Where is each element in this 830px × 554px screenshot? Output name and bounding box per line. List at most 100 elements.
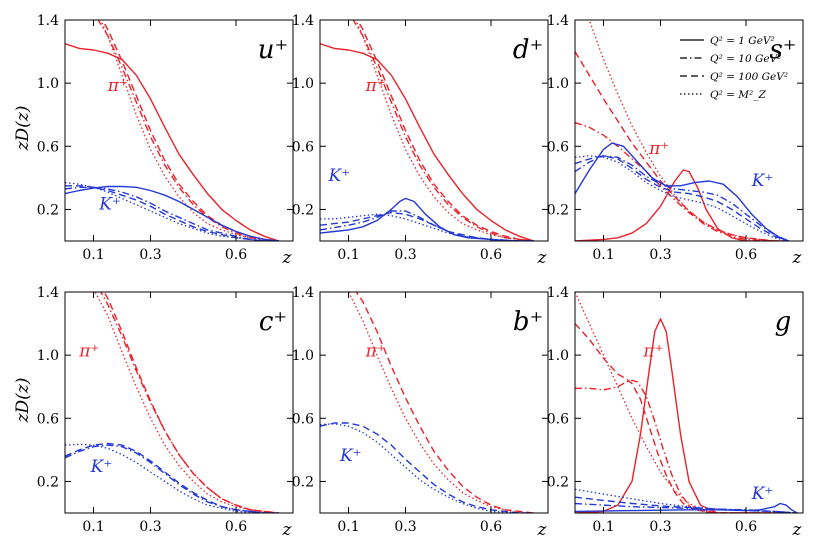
series-line-K-dashed: [575, 496, 798, 513]
x-tick-label: 0.6: [480, 247, 502, 263]
series-line-K-dashdot: [575, 155, 790, 241]
x-axis-title: z: [537, 520, 548, 540]
x-tick-label: 0.3: [139, 519, 161, 535]
y-tick-label: 0.2: [37, 202, 59, 218]
y-tick-label: 1.0: [547, 348, 569, 364]
x-tick-label: 0.1: [82, 247, 104, 263]
x-axis-title: z: [282, 520, 293, 540]
y-tick-label: 1.0: [292, 76, 314, 92]
panel-g: 0.1 0.3 0.6 z 0.2 0.6 1.0 1.4 g π⁺ K⁺: [547, 285, 804, 540]
series-line-K-solid: [65, 185, 279, 241]
legend-label: Q² = 100 GeV²: [710, 71, 788, 83]
plot-frame: [319, 291, 549, 514]
series-group: [320, 20, 535, 241]
plot-frame: [574, 291, 804, 514]
x-axis-title: z: [282, 248, 293, 268]
x-tick-label: 0.3: [649, 247, 671, 263]
x-axis-title: z: [792, 248, 803, 268]
plot-frame: [574, 19, 804, 242]
series-line-K-dashed: [575, 155, 790, 241]
plot-frame: [64, 291, 294, 514]
panel-title: d⁺: [513, 35, 543, 65]
panel-title: c⁺: [259, 307, 287, 337]
x-tick-label: 0.6: [735, 519, 757, 535]
y-tick-label: 1.4: [547, 13, 569, 29]
panel-title: b⁺: [513, 307, 543, 337]
x-axis-title: z: [537, 248, 548, 268]
series-line-pi-dotted: [99, 20, 279, 241]
series-line-K-dotted: [320, 213, 534, 241]
series-line-pi-dashdot: [575, 121, 789, 241]
series-line-K-dotted: [65, 443, 279, 513]
ylabel-row2: zD(z): [13, 378, 33, 424]
series-line-K-dashdot: [65, 186, 279, 241]
series-line-K-dotted: [65, 181, 279, 241]
series-line-pi-dashed: [101, 20, 279, 241]
y-tick-label: 0.6: [37, 411, 59, 427]
panel-title: s⁺: [769, 35, 796, 65]
y-tick-label: 0.6: [292, 411, 314, 427]
panel-b: 0.1 0.3 0.6 z 0.2 0.6 1.0 1.4 b⁺ π⁺ K⁺: [292, 285, 549, 540]
K-label: K⁺: [751, 171, 774, 191]
series-line-K-dotted: [320, 423, 534, 513]
legend: Q² = 1 GeV² Q² = 10 GeV² Q² = 100 GeV² Q² =…: [680, 35, 788, 101]
pi-label: π⁺: [365, 76, 386, 96]
series-line-pi-dashdot: [97, 20, 279, 241]
pi-label: π⁺: [642, 342, 663, 362]
plot-frame: [319, 19, 549, 242]
series-line-K-dashdot: [65, 444, 279, 513]
series-line-pi-dashed: [103, 292, 279, 513]
series-line-pi-solid: [65, 43, 280, 241]
x-tick-label: 0.3: [139, 247, 161, 263]
y-tick-label: 1.0: [37, 76, 59, 92]
y-tick-label: 1.4: [547, 285, 569, 301]
panel-d: 0.1 0.3 0.6 z 0.2 0.6 1.0 1.4 d⁺ π⁺ K⁺: [292, 13, 549, 268]
legend-label: Q² = 10 GeV²: [710, 53, 781, 65]
series-line-pi-dashed: [575, 51, 789, 241]
panel-title: g: [775, 307, 792, 337]
x-tick-label: 0.6: [480, 519, 502, 535]
series-line-pi-solid: [320, 43, 535, 241]
y-tick-label: 1.4: [292, 285, 314, 301]
series-line-K-dotted: [575, 155, 789, 241]
series-group: [65, 20, 280, 241]
x-tick-label: 0.1: [82, 519, 104, 535]
y-tick-label: 1.0: [547, 76, 569, 92]
ylabel-row1: zD(z): [13, 106, 33, 152]
pi-label: π⁺: [107, 76, 128, 96]
series-line-K-dashed: [320, 211, 534, 241]
y-tick-label: 1.0: [292, 348, 314, 364]
x-axis-title: z: [792, 520, 803, 540]
series-line-pi-dotted: [588, 20, 789, 241]
y-tick-label: 1.4: [37, 13, 59, 29]
y-tick-label: 1.4: [37, 285, 59, 301]
x-tick-label: 0.6: [225, 247, 247, 263]
x-tick-label: 0.1: [337, 247, 359, 263]
series-line-K-solid: [575, 142, 790, 241]
y-tick-label: 0.6: [547, 139, 569, 155]
y-tick-label: 0.2: [292, 474, 314, 490]
pi-label: π⁺: [365, 342, 386, 362]
plot-frame: [64, 19, 294, 242]
K-label: K⁺: [90, 457, 113, 477]
y-tick-label: 0.6: [292, 139, 314, 155]
y-tick-label: 0.2: [37, 474, 59, 490]
x-tick-label: 0.3: [394, 519, 416, 535]
series-line-pi-dashed: [355, 292, 534, 513]
series-line-K-dashed: [320, 422, 534, 513]
legend-label: Q² = M²_Z: [710, 89, 767, 101]
K-label: K⁺: [98, 194, 121, 214]
x-tick-label: 0.1: [337, 519, 359, 535]
legend-label: Q² = 1 GeV²: [710, 35, 775, 47]
panel-title: u⁺: [258, 35, 288, 65]
x-tick-label: 0.6: [225, 519, 247, 535]
series-line-pi-dotted: [94, 292, 279, 513]
x-tick-label: 0.3: [649, 519, 671, 535]
panels: 0.1 0.3 0.6 z 0.2 0.6 1.0 1.4 u⁺ π⁺ K⁺ 0.1 0.3 0.6 z 0.…: [37, 13, 804, 540]
series-group: [65, 292, 279, 513]
y-tick-label: 0.6: [547, 411, 569, 427]
pi-label: π⁺: [648, 139, 669, 159]
x-tick-label: 0.1: [592, 519, 614, 535]
panel-u: 0.1 0.3 0.6 z 0.2 0.6 1.0 1.4 u⁺ π⁺ K⁺: [37, 13, 294, 268]
